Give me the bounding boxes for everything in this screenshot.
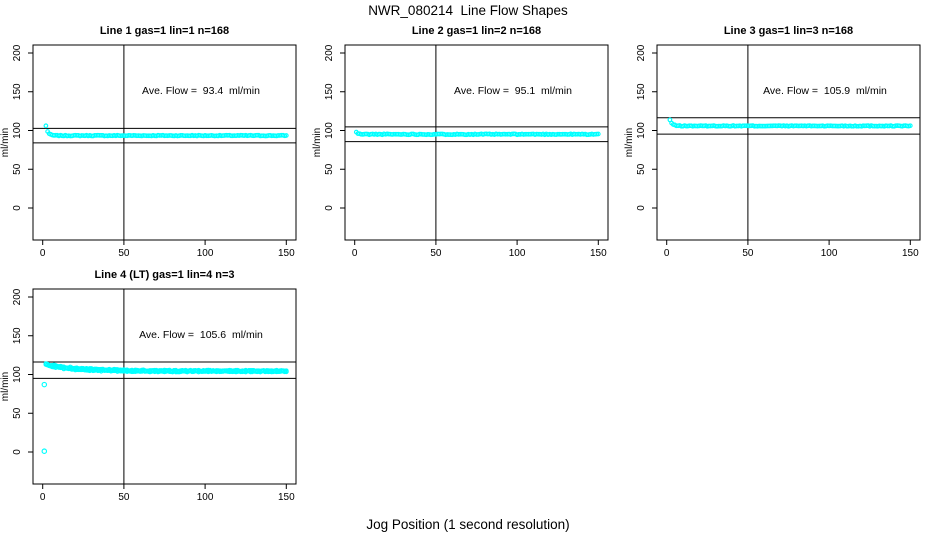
svg-text:50: 50 [636, 163, 647, 175]
svg-text:150: 150 [324, 83, 335, 100]
x-axis: 0 50 100 150 [40, 240, 295, 259]
x-axis: 0 50 100 150 [352, 240, 607, 259]
outlier-point [41, 448, 48, 454]
subplot-line-4: 0 50 100 150 200 ml/min 0 50 100 150 Line 4 (LT) … [0, 268, 312, 508]
svg-text:0: 0 [352, 248, 358, 259]
svg-text:200: 200 [12, 44, 23, 61]
chart-canvas: 0 50 100 150 200 ml/min 0 50 100 150 [0, 44, 297, 259]
svg-text:50: 50 [742, 248, 754, 259]
svg-text:50: 50 [12, 163, 23, 175]
ave-flow-annotation: Ave. Flow = 93.4 ml/min [142, 85, 260, 97]
svg-text:0: 0 [40, 492, 46, 503]
svg-text:0: 0 [12, 449, 23, 455]
subplot-title: Line 4 (LT) gas=1 lin=4 n=3 [94, 269, 235, 281]
svg-text:100: 100 [12, 366, 23, 383]
y-axis-label: ml/min [312, 128, 323, 157]
x-axis: 0 50 100 150 [40, 484, 295, 503]
svg-text:100: 100 [324, 122, 335, 139]
y-axis: 0 50 100 150 200 [12, 288, 33, 455]
ave-flow-annotation: Ave. Flow = 95.1 ml/min [454, 85, 572, 97]
svg-text:100: 100 [12, 122, 23, 139]
svg-text:100: 100 [197, 248, 214, 259]
svg-text:150: 150 [636, 83, 647, 100]
y-axis: 0 50 100 150 200 [324, 44, 345, 211]
svg-text:100: 100 [821, 248, 838, 259]
y-axis-label: ml/min [0, 128, 11, 157]
svg-text:0: 0 [324, 205, 335, 211]
svg-text:50: 50 [324, 163, 335, 175]
svg-text:200: 200 [324, 44, 335, 61]
svg-text:100: 100 [636, 122, 647, 139]
svg-text:200: 200 [12, 288, 23, 305]
svg-text:150: 150 [278, 492, 295, 503]
svg-text:0: 0 [12, 205, 23, 211]
svg-text:50: 50 [118, 492, 130, 503]
svg-text:50: 50 [118, 248, 130, 259]
page-title: NWR_080214 Line Flow Shapes [368, 3, 568, 18]
subplot-title: Line 2 gas=1 lin=2 n=168 [411, 25, 542, 37]
y-axis: 0 50 100 150 200 [636, 44, 657, 211]
subplot-title: Line 3 gas=1 lin=3 n=168 [723, 25, 854, 37]
svg-text:50: 50 [12, 407, 23, 419]
y-axis-label: ml/min [624, 128, 635, 157]
data-series [353, 129, 601, 138]
subplot-line-3: 0 50 100 150 200 ml/min 0 50 100 150 Line 3 gas=1… [624, 24, 936, 264]
x-axis: 0 50 100 150 [664, 240, 919, 259]
svg-text:0: 0 [636, 205, 647, 211]
svg-text:200: 200 [636, 44, 647, 61]
svg-text:150: 150 [278, 248, 295, 259]
svg-text:150: 150 [590, 248, 607, 259]
data-series [41, 361, 289, 454]
plot-box [344, 44, 609, 241]
svg-text:0: 0 [40, 248, 46, 259]
svg-text:100: 100 [197, 492, 214, 503]
chart-canvas: 0 50 100 150 200 ml/min 0 50 100 150 [0, 288, 297, 503]
svg-text:150: 150 [12, 83, 23, 100]
subplot-title: Line 1 gas=1 lin=1 n=168 [99, 25, 230, 37]
subplot-line-1: 0 50 100 150 200 ml/min 0 50 100 150 Line 1 gas=1… [0, 24, 312, 264]
chart-canvas: 0 50 100 150 200 ml/min 0 50 100 150 [312, 44, 609, 259]
subplot-line-2: 0 50 100 150 200 ml/min 0 50 100 150 Line 2 gas=1… [312, 24, 624, 264]
plot-box [32, 288, 297, 485]
chart-canvas: 0 50 100 150 200 ml/min 0 50 100 150 [624, 44, 921, 259]
data-series [43, 123, 289, 139]
y-axis: 0 50 100 150 200 [12, 44, 33, 211]
ave-flow-annotation: Ave. Flow = 105.6 ml/min [139, 329, 263, 341]
data-series [667, 117, 913, 129]
svg-text:100: 100 [509, 248, 526, 259]
svg-text:0: 0 [664, 248, 670, 259]
shared-x-axis-label: Jog Position (1 second resolution) [366, 517, 570, 532]
svg-text:150: 150 [12, 327, 23, 344]
outlier-point [41, 381, 48, 388]
plot-box [656, 44, 921, 241]
svg-text:150: 150 [902, 248, 919, 259]
y-axis-label: ml/min [0, 372, 11, 401]
plot-box [32, 44, 297, 241]
svg-text:50: 50 [430, 248, 442, 259]
ave-flow-annotation: Ave. Flow = 105.9 ml/min [763, 85, 887, 97]
